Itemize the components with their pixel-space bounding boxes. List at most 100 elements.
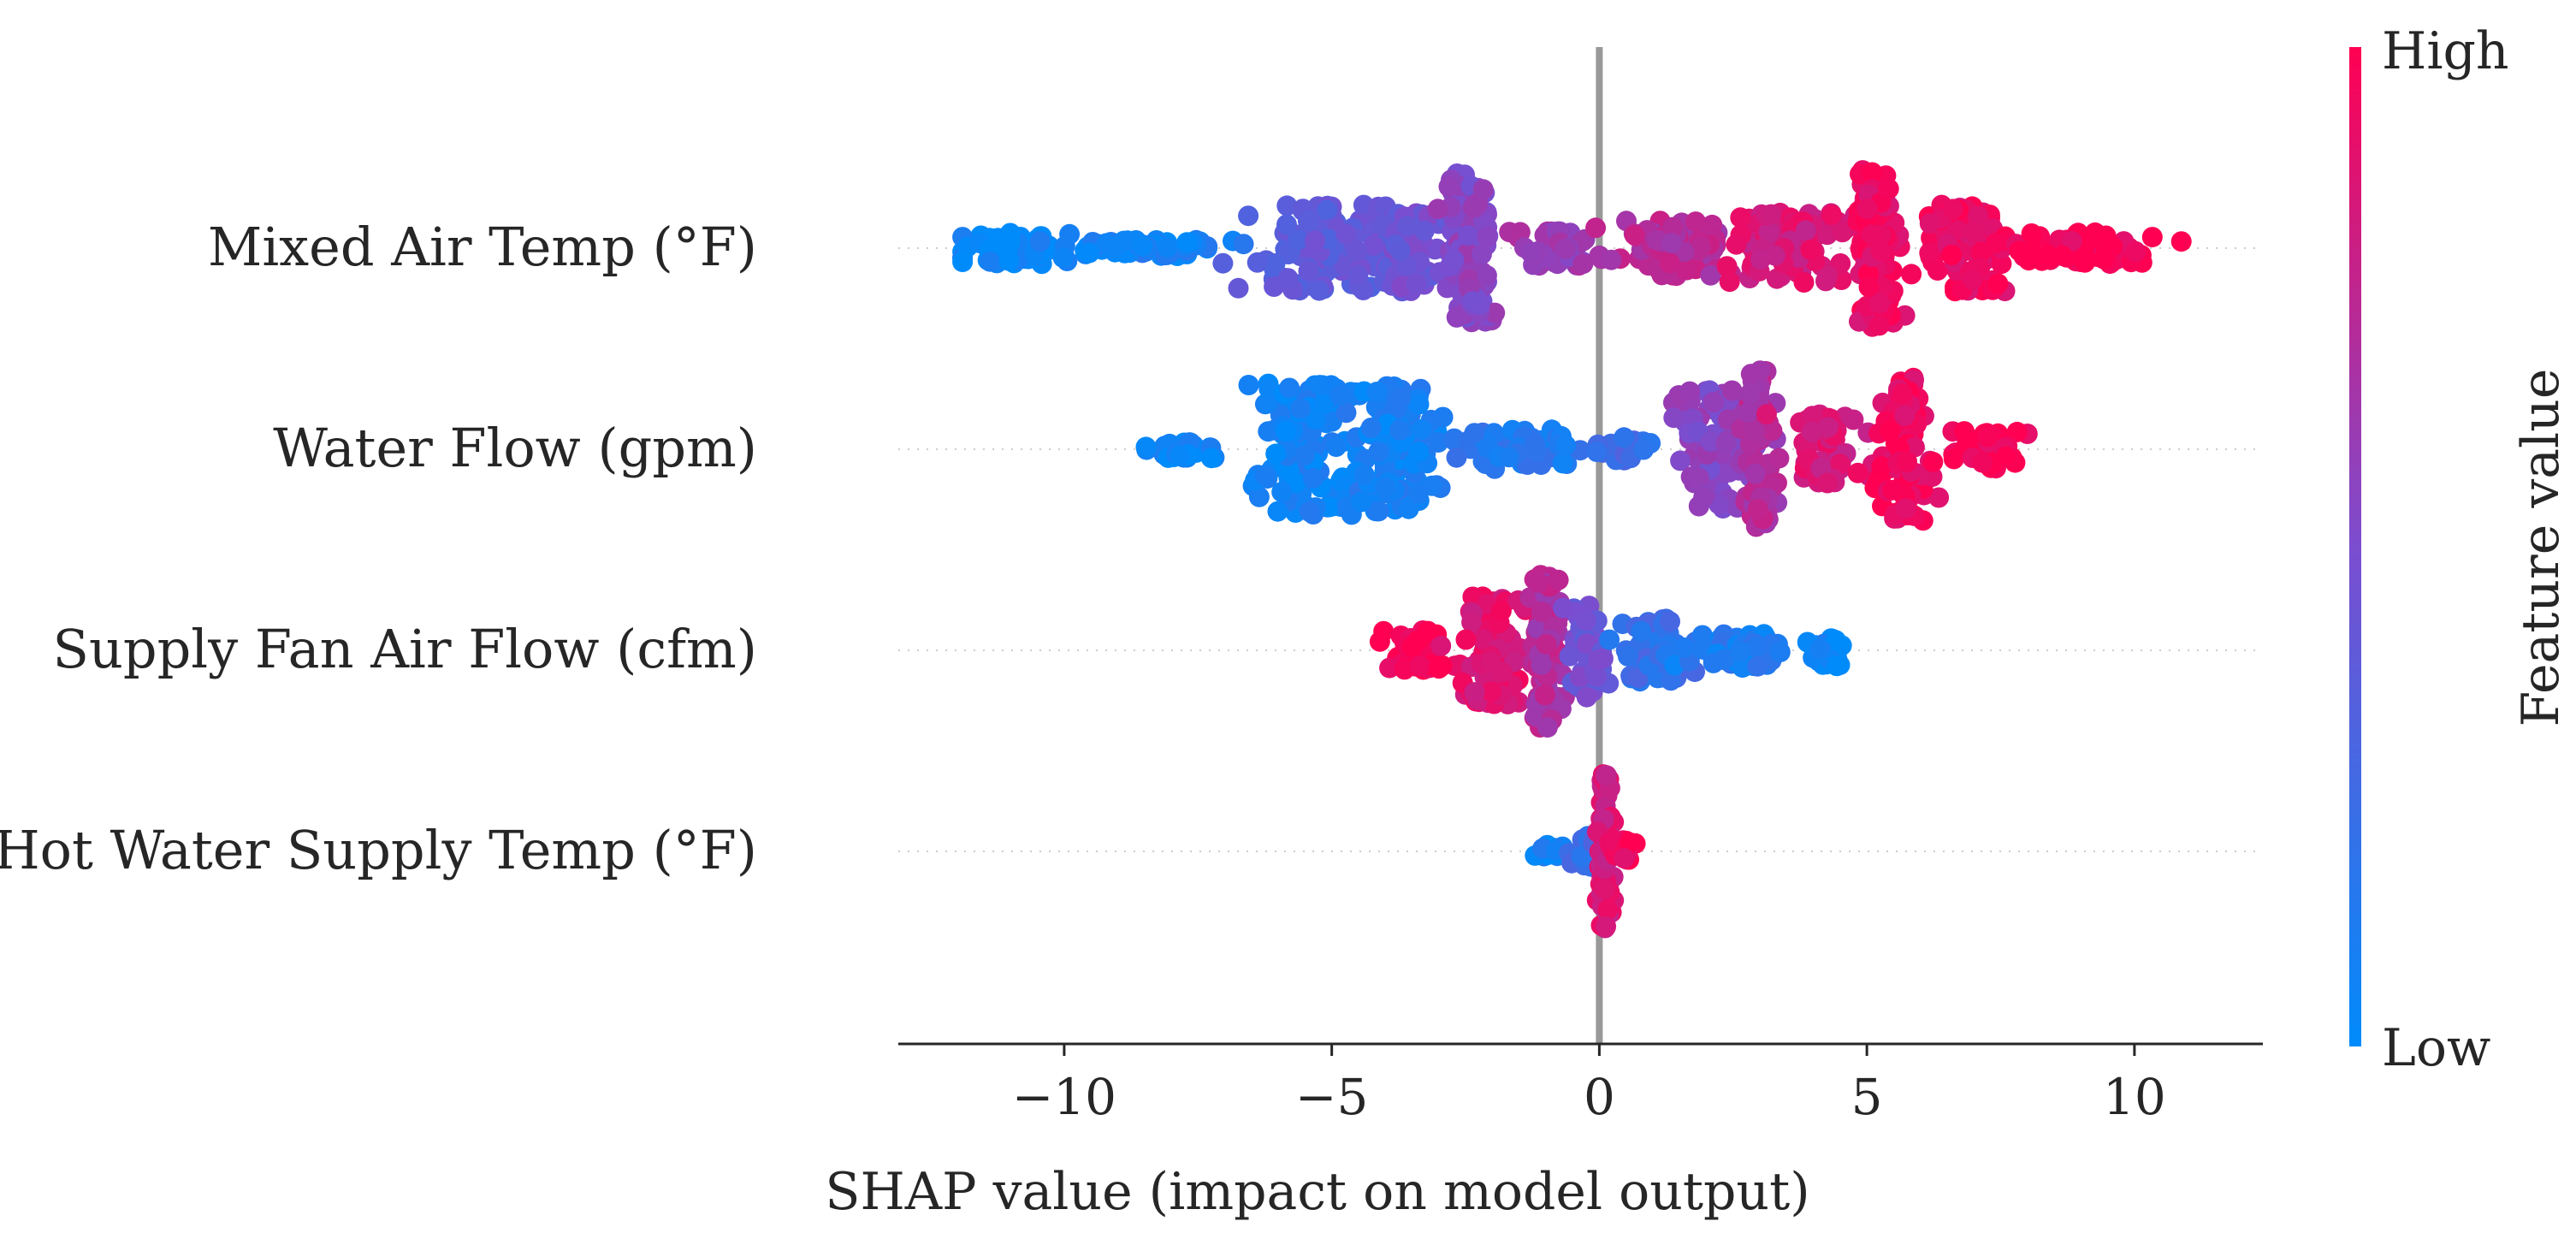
shap-point [1970,241,1992,263]
shap-point [1531,602,1552,623]
shap-point [1176,232,1198,253]
shap-point [1703,652,1724,673]
feature-points-3 [1369,565,1852,738]
shap-point [1536,633,1557,655]
shap-point [1428,432,1448,453]
shap-point [1795,220,1816,241]
shap-point [1363,234,1384,256]
shap-point [1659,252,1680,274]
shap-point [1472,179,1494,200]
shap-point [1633,439,1654,460]
shap-point [1962,269,1983,290]
shap-point [1726,234,1747,255]
shap-point [1817,417,1839,438]
shap-point [1747,499,1768,520]
shap-point [1596,916,1617,937]
shap-point [1673,637,1695,658]
shap-point [1396,216,1418,237]
shap-point [1438,176,1460,198]
shap-point [2125,241,2147,263]
feature-label-4: Hot Water Supply Temp (°F) [0,819,757,881]
x-tick-label: 10 [2103,1068,2166,1126]
shap-point [1927,260,1948,281]
row-guide-lines [898,247,2263,852]
shap-point [1373,620,1395,642]
shap-point [1987,273,2009,294]
shap-point [1029,231,1051,252]
shap-point [1693,487,1714,508]
shap-point [1407,483,1429,504]
shap-point [1747,655,1768,677]
shap-point [1690,237,1711,258]
shap-point [1894,406,1916,426]
x-tick-label: 5 [1851,1068,1883,1126]
shap-point [1294,445,1315,466]
shap-point [1554,239,1576,260]
shap-point [1379,657,1401,679]
shap-point [1869,293,1890,314]
shap-point [1858,276,1880,298]
feature-labels: Mixed Air Temp (°F) Water Flow (gpm) Suppl… [0,216,757,881]
shap-point [1801,421,1822,442]
shap-point [1299,501,1320,522]
shap-point [1313,394,1335,415]
feature-label-3: Supply Fan Air Flow (cfm) [53,618,758,680]
shap-point [1575,610,1596,631]
shap-point [1721,380,1743,401]
shap-point [1464,682,1485,703]
shap-point [2052,246,2073,267]
feature-points-4 [1525,764,1646,939]
feature-label-1: Mixed Air Temp (°F) [208,216,757,278]
shap-point [1264,253,1286,274]
shap-point [1559,645,1580,667]
feature-points-2 [1135,360,2038,537]
colorbar-gradient [2349,47,2361,1046]
shap-point [1976,426,1998,448]
shap-point [1462,291,1483,312]
shap-point [1233,234,1254,255]
shap-point [980,251,1001,272]
shap-point [1730,207,1751,228]
shap-point [1481,681,1502,702]
shap-point [1586,666,1608,687]
shap-point [1599,629,1620,650]
shap-point [1351,491,1372,513]
shap-point [1520,241,1541,263]
shap-point [1480,651,1501,673]
shap-point [1308,280,1329,301]
shap-point [1756,404,1777,425]
shap-point [1462,197,1483,218]
shap-point [1446,306,1467,328]
shap-point [1679,381,1701,402]
shap-point [1290,398,1312,419]
shap-point [1631,620,1652,642]
shap-point [2095,225,2117,246]
shap-point [1963,222,1985,243]
shap-point [1279,377,1300,399]
shap-point [1700,264,1721,286]
shap-point [1594,878,1615,899]
shap-point [1716,256,1738,277]
shap-point [1660,611,1680,632]
shap-point [1703,392,1724,413]
shap-point [1427,199,1448,220]
shap-point [1996,446,2016,467]
shap-point [1302,467,1324,489]
x-tick-label: −5 [1295,1068,1369,1126]
shap-point [1596,765,1617,786]
shap-point [1534,685,1555,706]
shap-point [1809,638,1831,660]
shap-point [1254,465,1276,486]
shap-point [1132,235,1153,257]
shap-point [1408,441,1430,462]
shap-point [1802,406,1823,427]
shap-point [1297,210,1318,232]
shap-point [1597,899,1619,921]
shap-point [1882,479,1903,501]
shap-point [1347,240,1368,262]
colorbar-title: Feature value [2511,369,2571,727]
shap-point [1360,418,1382,438]
shap-point [1676,259,1697,281]
shap-point [1418,620,1439,642]
